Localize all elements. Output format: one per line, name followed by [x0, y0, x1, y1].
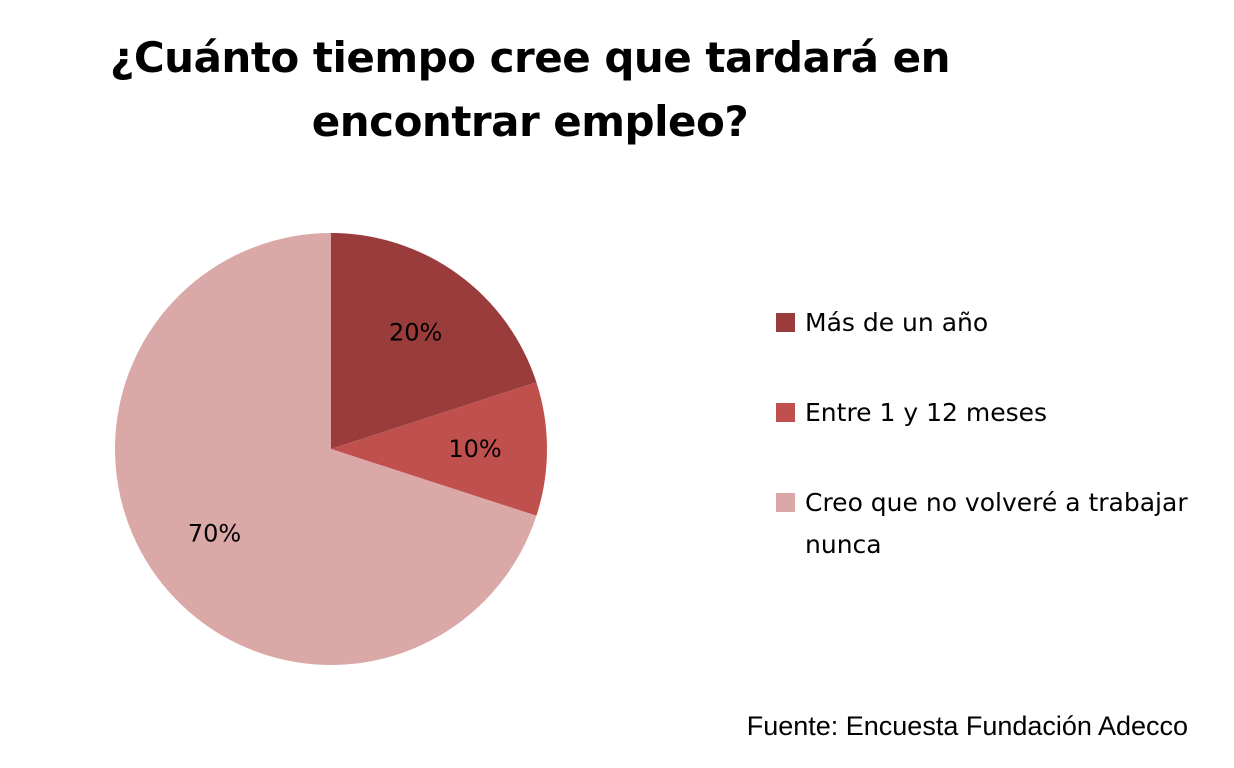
legend-item-no-volvere-a-trabajar: Creo que no volveré a trabajar nunca [776, 482, 1196, 566]
pie-slice-mas-de-un-ano [331, 233, 537, 449]
legend-label-no-volvere-a-trabajar: Creo que no volveré a trabajar nunca [805, 488, 1188, 559]
pie-slice-creo-que-no-volvere-a-trabajar-nunca [115, 233, 537, 665]
legend-item-mas-de-un-ano: Más de un año [776, 302, 1196, 344]
legend-item-entre-1-y-12-meses: Entre 1 y 12 meses [776, 392, 1196, 434]
legend-label-entre-1-y-12-meses: Entre 1 y 12 meses [805, 398, 1048, 427]
legend: Más de un año Entre 1 y 12 meses Creo qu… [776, 302, 1196, 614]
legend-swatch-no-volvere-a-trabajar [776, 493, 795, 512]
legend-label-mas-de-un-ano: Más de un año [805, 308, 989, 337]
pie-data-label-mas-de-un-ano: 20% [389, 319, 442, 347]
legend-swatch-mas-de-un-ano [776, 313, 795, 332]
chart-title: ¿Cuánto tiempo cree que tardará en encon… [109, 33, 951, 146]
pie-data-label-entre-1-y-12-meses: 10% [448, 435, 501, 463]
pie-slice-entre-1-y-12-meses [331, 382, 547, 516]
legend-swatch-entre-1-y-12-meses [776, 403, 795, 422]
pie-data-label-creo-que-no-volvere-a-trabajar-nunca: 70% [188, 520, 241, 548]
source-note: Fuente: Encuesta Fundación Adecco [746, 711, 1188, 741]
